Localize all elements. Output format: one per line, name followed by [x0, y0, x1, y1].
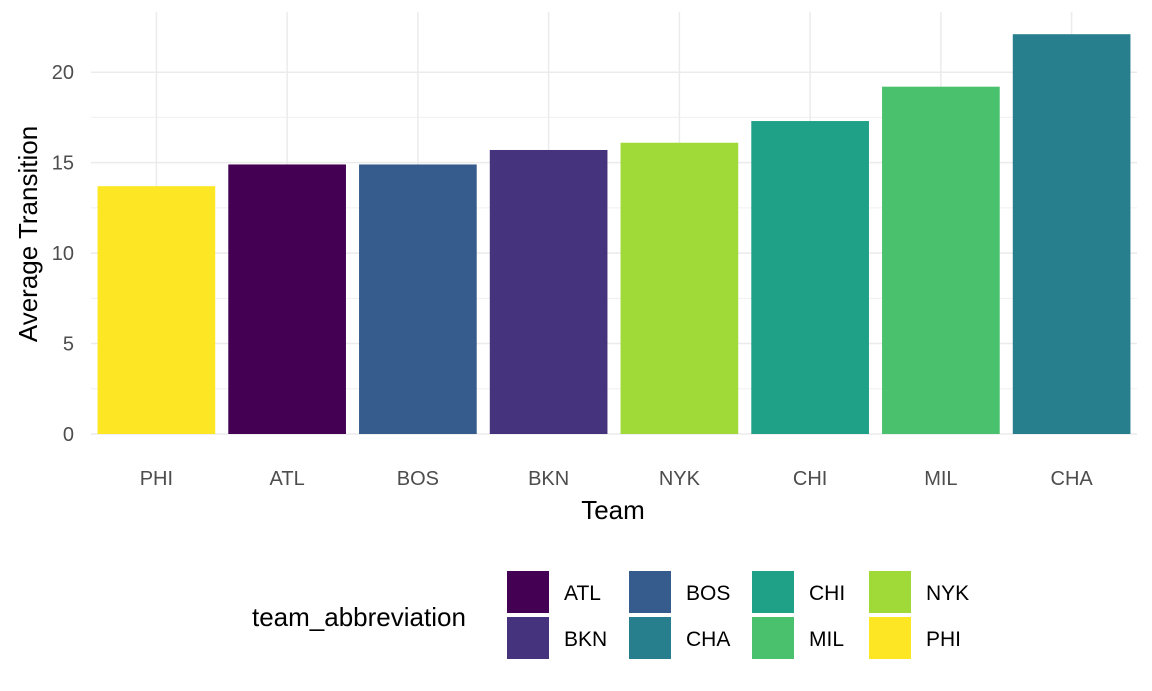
bar-atl	[228, 164, 346, 435]
legend-label: PHI	[926, 628, 961, 651]
x-tick-label: BKN	[528, 468, 569, 490]
x-tick-label: MIL	[924, 468, 957, 490]
legend-label: CHI	[809, 582, 845, 605]
legend-label: NYK	[926, 582, 969, 605]
x-tick-label: PHI	[140, 468, 173, 490]
legend-label: BKN	[564, 628, 607, 651]
y-tick-label: 20	[52, 62, 74, 84]
legend-label: BOS	[686, 582, 730, 605]
x-axis-title: Team	[581, 495, 645, 525]
legend-key-atl	[507, 571, 549, 613]
y-tick-label: 5	[63, 334, 74, 356]
bars	[97, 34, 1131, 435]
legend-label: MIL	[809, 628, 844, 651]
x-tick-labels: PHI ATL BOS BKN NYK CHI MIL CHA	[140, 468, 1094, 490]
x-tick-label: CHA	[1051, 468, 1094, 490]
bar-bos	[359, 164, 477, 435]
bar-phi	[97, 186, 216, 434]
x-tick-label: BOS	[397, 468, 439, 490]
x-tick-label: ATL	[270, 468, 305, 490]
x-tick-label: NYK	[659, 468, 701, 490]
legend-key-bos	[629, 571, 671, 613]
legend-key-nyk	[869, 571, 911, 613]
y-tick-label: 15	[52, 153, 74, 175]
bar-cha	[1012, 34, 1131, 434]
y-tick-label: 10	[52, 243, 74, 265]
legend-key-chi	[752, 571, 794, 613]
legend: ATL BKN BOS CHA CHI MIL NYK PHI	[507, 571, 969, 659]
legend-key-cha	[629, 617, 671, 659]
legend-key-bkn	[507, 617, 549, 659]
y-axis-title: Average Transition	[13, 126, 43, 342]
legend-label: ATL	[564, 582, 601, 605]
legend-key-mil	[752, 617, 794, 659]
legend-title: team_abbreviation	[252, 602, 466, 632]
bar-nyk	[620, 142, 739, 434]
y-tick-label: 0	[63, 424, 74, 446]
legend-key-phi	[869, 617, 911, 659]
bar-chi	[751, 121, 869, 434]
bar-bkn	[489, 149, 608, 434]
legend-label: CHA	[686, 628, 730, 651]
bar-mil	[882, 86, 1000, 434]
x-tick-label: CHI	[793, 468, 827, 490]
y-tick-labels: 0 5 10 15 20	[52, 62, 74, 446]
